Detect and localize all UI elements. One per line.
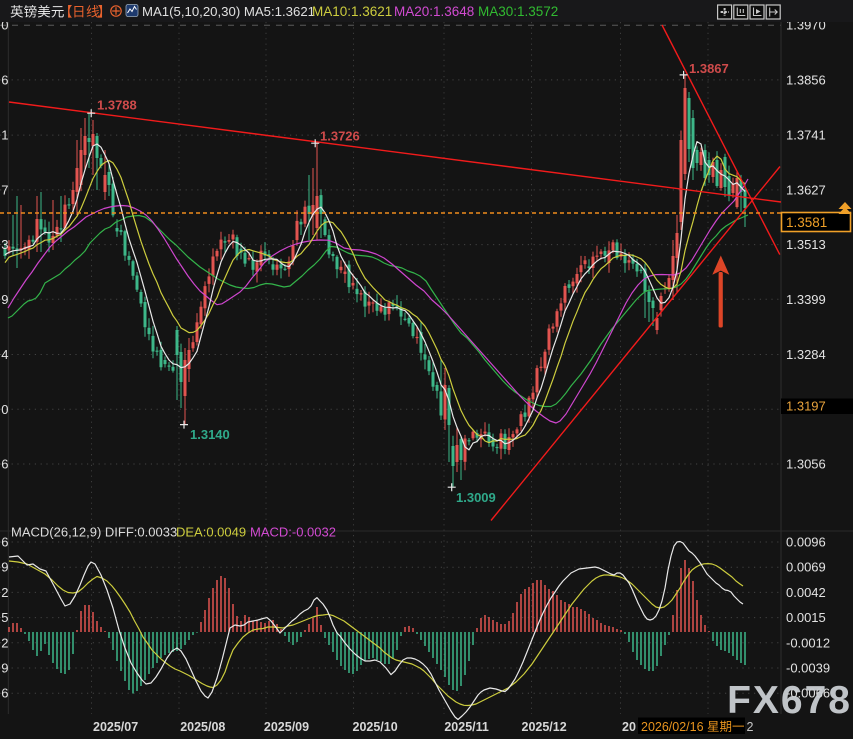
svg-text:6: 6 (1, 535, 8, 550)
svg-text:1.3399: 1.3399 (786, 292, 826, 307)
svg-text:0: 0 (1, 402, 8, 417)
svg-text:MA30:1.3572: MA30:1.3572 (478, 4, 558, 19)
svg-text:2: 2 (1, 635, 8, 650)
svg-text:9: 9 (1, 560, 8, 575)
svg-text:5: 5 (1, 610, 8, 625)
svg-text:2025/12: 2025/12 (522, 720, 567, 734)
svg-text:MA20:1.3648: MA20:1.3648 (394, 4, 474, 19)
svg-text:6: 6 (1, 72, 8, 87)
svg-text:0: 0 (1, 18, 8, 33)
svg-text:1.3284: 1.3284 (786, 347, 826, 362)
svg-text:1.3197: 1.3197 (786, 399, 826, 414)
svg-text:1.3056: 1.3056 (786, 457, 826, 472)
svg-text:2025/09: 2025/09 (264, 720, 309, 734)
svg-text:1.3581: 1.3581 (786, 215, 827, 230)
svg-text:-0.0066: -0.0066 (786, 686, 830, 701)
svg-text:MA10:1.3621: MA10:1.3621 (312, 4, 392, 19)
svg-text:3: 3 (1, 237, 8, 252)
svg-text:2: 2 (747, 720, 754, 734)
svg-text:1.3140: 1.3140 (190, 427, 230, 442)
svg-text:DEA:0.0049: DEA:0.0049 (176, 525, 246, 540)
svg-text:MACD:-0.0032: MACD:-0.0032 (250, 525, 336, 540)
svg-text:6: 6 (1, 686, 8, 701)
svg-text:MACD(26,12,9) DIFF:0.0033: MACD(26,12,9) DIFF:0.0033 (11, 525, 177, 540)
svg-text:1.3627: 1.3627 (786, 182, 826, 197)
svg-text:1.3009: 1.3009 (456, 490, 496, 505)
svg-text:-0.0012: -0.0012 (786, 635, 830, 650)
svg-text:20: 20 (622, 720, 636, 734)
svg-text:1.3788: 1.3788 (97, 98, 137, 113)
svg-text:2025/10: 2025/10 (353, 720, 398, 734)
svg-text:MA1(5,10,20,30) MA5:1.3621: MA1(5,10,20,30) MA5:1.3621 (142, 4, 315, 19)
svg-text:1.3867: 1.3867 (689, 61, 729, 76)
svg-text:9: 9 (1, 661, 8, 676)
svg-text:0.0042: 0.0042 (786, 585, 826, 600)
svg-text:2026/02/16: 2026/02/16 (641, 720, 704, 734)
svg-text:1: 1 (1, 128, 8, 143)
svg-text:6: 6 (1, 457, 8, 472)
svg-text:1.3856: 1.3856 (786, 72, 826, 87)
svg-text:4: 4 (1, 347, 8, 362)
svg-text:1.3741: 1.3741 (786, 128, 826, 143)
svg-text:2025/11: 2025/11 (444, 720, 489, 734)
svg-text:1.3726: 1.3726 (320, 129, 360, 144)
svg-text:2025/07: 2025/07 (93, 720, 138, 734)
svg-text:0.0096: 0.0096 (786, 535, 826, 550)
svg-text:0.0015: 0.0015 (786, 610, 826, 625)
svg-text:FX678: FX678 (727, 679, 852, 722)
svg-text:2: 2 (1, 585, 8, 600)
svg-text:9: 9 (1, 292, 8, 307)
svg-text:1.3513: 1.3513 (786, 237, 826, 252)
svg-text:7: 7 (1, 182, 8, 197)
svg-text:0.0069: 0.0069 (786, 560, 826, 575)
svg-text:-0.0039: -0.0039 (786, 661, 830, 676)
svg-text:2025/08: 2025/08 (180, 720, 225, 734)
